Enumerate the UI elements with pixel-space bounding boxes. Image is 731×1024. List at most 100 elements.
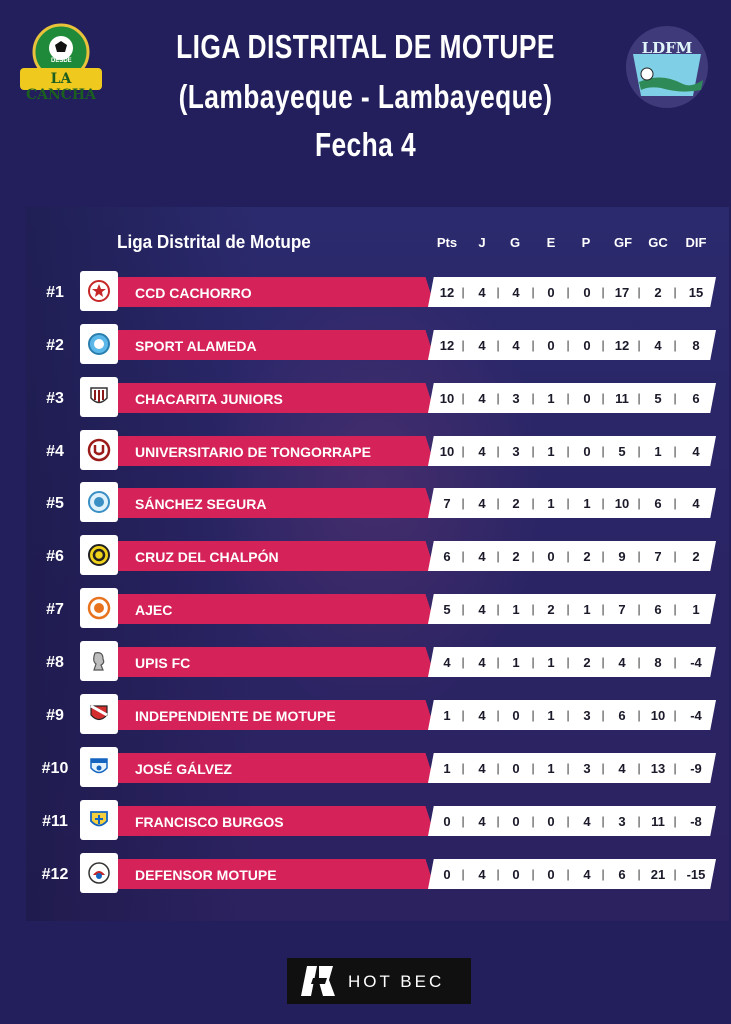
column-header-p: P [581, 235, 591, 250]
page-title-line2: (Lambayeque - Lambayeque) [178, 78, 553, 115]
stat-gc: 8 [654, 655, 662, 670]
team-name: SPORT ALAMEDA [135, 338, 257, 354]
stat-pts: 1 [443, 708, 451, 723]
column-divider: | [673, 338, 677, 352]
stat-pts: 10 [439, 391, 455, 406]
column-divider: | [673, 444, 677, 458]
stat-j: 4 [478, 708, 486, 723]
column-divider: | [673, 814, 677, 828]
stat-gc: 7 [654, 549, 662, 564]
team-crest-icon [80, 853, 118, 893]
stat-gc: 21 [650, 867, 666, 882]
stat-pts: 0 [443, 867, 451, 882]
column-divider: | [601, 444, 605, 458]
team-name: AJEC [135, 602, 173, 618]
stat-gf: 11 [615, 391, 629, 406]
column-divider: | [531, 496, 535, 510]
team-name-bar [118, 700, 435, 730]
stat-gc: 6 [654, 496, 662, 511]
stat-gf: 6 [618, 708, 626, 723]
stat-e: 1 [547, 444, 555, 459]
column-divider: | [496, 549, 500, 563]
stat-p: 4 [583, 867, 591, 882]
column-divider: | [496, 496, 500, 510]
stat-p: 3 [583, 708, 591, 723]
team-name-bar [118, 753, 435, 783]
stat-pts: 12 [439, 338, 455, 353]
table-row: #6 CRUZ DEL CHALPÓN 6 4 2 0 2 9 7 2 | | | |… [0, 535, 731, 575]
column-header-e: E [546, 235, 556, 250]
stat-pts: 6 [443, 549, 451, 564]
column-divider: | [531, 391, 535, 405]
table-row: #8 UPIS FC 4 4 1 1 2 4 8 -4 | | | | | | | [0, 641, 731, 681]
team-name: UNIVERSITARIO DE TONGORRAPE [135, 444, 371, 460]
column-divider: | [496, 708, 500, 722]
stat-j: 4 [478, 602, 486, 617]
column-divider: | [601, 814, 605, 828]
stat-e: 1 [547, 708, 555, 723]
stat-e: 0 [547, 549, 555, 564]
team-crest-icon [80, 271, 118, 311]
stat-gf: 4 [618, 655, 626, 670]
team-name: DEFENSOR MOTUPE [135, 867, 277, 883]
column-divider: | [637, 549, 641, 563]
table-row: #7 AJEC 5 4 1 2 1 7 6 1 | | | | | | | [0, 588, 731, 628]
stat-pts: 0 [443, 814, 451, 829]
team-name-bar [118, 383, 435, 413]
stat-j: 4 [478, 867, 486, 882]
column-divider: | [566, 549, 570, 563]
column-divider: | [637, 867, 641, 881]
ldfm-logo-text: LDFM [641, 39, 693, 57]
column-divider: | [637, 338, 641, 352]
rank-number: #10 [41, 760, 69, 777]
hotbec-logo-icon [301, 966, 335, 996]
team-crest-icon [80, 482, 118, 522]
column-divider: | [566, 444, 570, 458]
stat-gf: 17 [614, 285, 630, 300]
header: DESDE LA CANCHA LIGA DISTRITAL DE MOTUPE… [0, 0, 731, 200]
team-crest-icon [80, 800, 118, 840]
stats-bar [428, 806, 716, 836]
stat-dif: -8 [690, 814, 702, 829]
stat-p: 0 [583, 338, 591, 353]
stat-dif: -9 [690, 761, 702, 776]
stat-p: 3 [583, 761, 591, 776]
stat-gf: 5 [618, 444, 626, 459]
stat-dif: 8 [692, 338, 700, 353]
team-crest-icon [80, 747, 118, 787]
column-divider: | [566, 602, 570, 616]
table-row: #9 INDEPENDIENTE DE MOTUPE 1 4 0 1 3 6 1… [0, 694, 731, 734]
stat-g: 1 [512, 602, 520, 617]
sponsor-text: HOT BEC [348, 972, 445, 991]
team-name: FRANCISCO BURGOS [135, 814, 284, 830]
stats-bar [428, 700, 716, 730]
stat-dif: 4 [692, 444, 700, 459]
stat-pts: 4 [443, 655, 451, 670]
team-name: JOSÉ GÁLVEZ [135, 761, 232, 777]
column-divider: | [461, 761, 465, 775]
stat-j: 4 [478, 814, 486, 829]
column-divider: | [601, 708, 605, 722]
column-divider: | [531, 708, 535, 722]
team-crest-icon [80, 641, 118, 681]
column-divider: | [673, 708, 677, 722]
column-header-gf: GF [613, 235, 633, 250]
column-divider: | [461, 708, 465, 722]
table-row: #3 CHACARITA JUNIORS 10 4 3 1 0 11 5 6 |… [0, 377, 731, 417]
column-divider: | [637, 708, 641, 722]
stat-gc: 10 [650, 708, 666, 723]
team-name: CCD CACHORRO [135, 285, 252, 301]
stat-e: 0 [547, 814, 555, 829]
column-divider: | [601, 391, 605, 405]
stat-g: 4 [512, 285, 520, 300]
stat-p: 1 [583, 602, 591, 617]
column-divider: | [673, 761, 677, 775]
column-divider: | [531, 761, 535, 775]
stat-gf: 12 [614, 338, 630, 353]
stats-bar [428, 436, 716, 466]
column-divider: | [566, 708, 570, 722]
column-divider: | [496, 814, 500, 828]
stats-bar [428, 647, 716, 677]
team-name-bar [118, 541, 435, 571]
rank-number: #6 [46, 548, 64, 565]
